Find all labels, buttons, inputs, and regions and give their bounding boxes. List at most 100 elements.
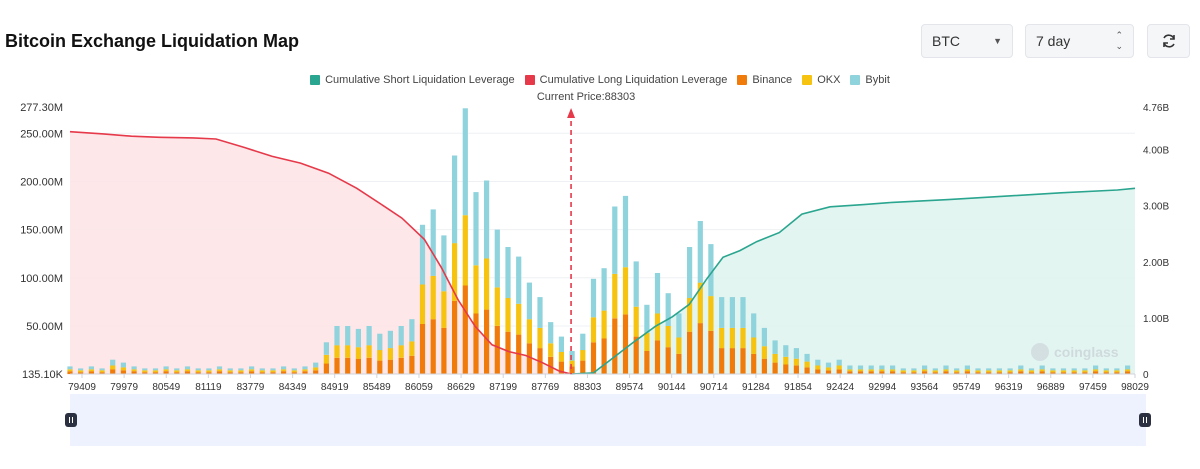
refresh-button[interactable] — [1147, 24, 1190, 58]
bar-okx — [932, 370, 938, 373]
bar-bybit — [1018, 365, 1024, 370]
bar-bybit — [142, 368, 148, 371]
y-right-tick-label: 4.00B — [1143, 146, 1169, 157]
bar-okx — [601, 310, 607, 339]
bar-binance — [975, 372, 981, 375]
bar-okx — [216, 369, 223, 372]
bar-okx — [1039, 369, 1045, 372]
bar-binance — [847, 371, 853, 375]
bar-okx — [184, 369, 191, 372]
bar-bybit — [1060, 368, 1067, 371]
bar-binance — [163, 371, 169, 375]
bar-binance — [783, 364, 789, 375]
bar-okx — [580, 350, 586, 361]
x-tick-label: 87769 — [531, 382, 559, 393]
bar-okx — [281, 369, 287, 372]
bar-okx — [622, 267, 629, 315]
bar-okx — [697, 282, 703, 324]
bar-bybit — [195, 368, 201, 371]
legend-long[interactable]: Cumulative Long Liquidation Leverage — [524, 74, 727, 86]
coin-select[interactable]: BTC ▼ — [921, 24, 1013, 58]
bar-okx — [291, 370, 297, 373]
bar-okx — [120, 367, 126, 371]
x-tick-label: 84919 — [321, 382, 349, 393]
bar-bybit — [676, 313, 682, 338]
slider-left-handle[interactable] — [65, 413, 77, 427]
bar-binance — [644, 351, 650, 375]
bar-bybit — [409, 319, 415, 342]
bar-bybit — [184, 366, 191, 370]
y-left-tick-label: 250.00M — [20, 128, 63, 140]
bar-binance — [740, 348, 746, 375]
legend-short[interactable]: Cumulative Short Liquidation Leverage — [310, 74, 515, 86]
legend-okx-label: OKX — [817, 74, 841, 86]
bar-bybit — [740, 297, 746, 328]
x-tick-label: 86629 — [447, 382, 475, 393]
bar-okx — [879, 369, 885, 372]
cumulative-lines — [69, 130, 1136, 375]
bar-binance — [398, 357, 404, 375]
bar-okx — [152, 370, 159, 373]
bar-binance — [697, 323, 703, 375]
bar-binance — [1082, 372, 1088, 375]
bar-okx — [975, 370, 981, 373]
bar-okx — [174, 370, 180, 373]
bar-bybit — [88, 366, 94, 370]
bar-okx — [558, 352, 564, 362]
bar-binance — [184, 371, 191, 375]
bar-okx — [890, 369, 896, 372]
bar-okx — [783, 356, 789, 365]
bar-bybit — [334, 326, 340, 346]
chevron-down-icon: ▼ — [993, 36, 1002, 46]
legend-okx[interactable]: OKX — [802, 74, 840, 86]
bar-okx — [900, 370, 906, 373]
bar-binance — [355, 358, 361, 375]
bar-bybit — [163, 366, 169, 370]
bar-okx — [1028, 370, 1035, 373]
x-tick-label: 92424 — [826, 382, 854, 393]
bar-binance — [1125, 371, 1131, 375]
bar-binance — [569, 366, 575, 375]
bar-okx — [526, 319, 532, 344]
zoom-slider[interactable] — [65, 394, 1151, 446]
legend-bybit[interactable]: Bybit — [850, 74, 890, 86]
slider-right-handle[interactable] — [1139, 413, 1151, 427]
x-tick-label: 85489 — [363, 382, 391, 393]
bar-binance — [868, 371, 874, 375]
bar-okx — [1007, 370, 1013, 373]
bar-bybit — [227, 368, 233, 371]
bar-binance — [516, 334, 522, 375]
bar-bybit — [152, 368, 159, 371]
bar-okx — [911, 370, 917, 373]
y-right-tick-label: 3.00B — [1143, 202, 1169, 213]
bar-binance — [1103, 372, 1109, 375]
bar-okx — [537, 327, 543, 349]
bar-okx — [954, 370, 960, 373]
bar-bybit — [954, 368, 960, 371]
bar-bybit — [932, 368, 938, 371]
bar-okx — [847, 369, 853, 372]
time-range-select[interactable]: 7 day ⌃ ⌄ — [1025, 24, 1134, 58]
bar-binance — [879, 371, 885, 375]
bar-okx — [922, 369, 928, 372]
bar-binance — [676, 353, 682, 375]
legend-binance[interactable]: Binance — [737, 74, 792, 86]
bar-bybit — [174, 368, 180, 371]
bar-binance — [719, 348, 725, 375]
bar-binance — [793, 365, 799, 375]
bar-bybit — [1050, 368, 1056, 371]
x-tick-label: 90144 — [658, 382, 686, 393]
bar-binance — [1093, 371, 1099, 375]
bar-bybit — [719, 297, 725, 328]
bar-binance — [612, 318, 618, 375]
bar-binance — [366, 357, 372, 375]
bar-binance — [131, 371, 137, 375]
bar-okx — [377, 350, 383, 361]
bar-okx — [398, 345, 404, 358]
bar-bybit — [494, 229, 500, 288]
x-tick-label: 86059 — [405, 382, 433, 393]
bar-binance — [259, 372, 265, 375]
bar-binance — [174, 372, 180, 375]
bar-binance — [78, 372, 84, 375]
bar-bybit — [622, 195, 629, 268]
